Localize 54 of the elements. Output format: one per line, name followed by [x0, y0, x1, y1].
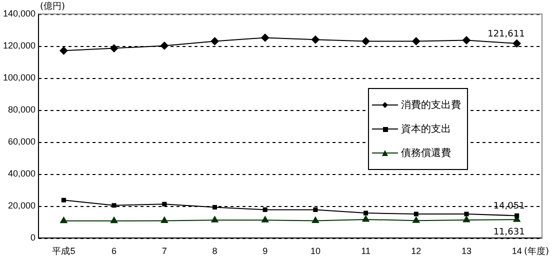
point [210, 37, 219, 46]
y-tick-label: 0 [30, 232, 36, 243]
legend-label: 資本的支出 [401, 122, 451, 136]
x-tick-label: 10 [310, 246, 320, 256]
point [362, 215, 370, 222]
point [462, 36, 470, 44]
x-tick-label: 平成5 [52, 246, 76, 256]
point [261, 34, 270, 42]
point [414, 212, 418, 216]
annotation: 11,631 [493, 228, 525, 238]
point [412, 216, 420, 223]
point [212, 205, 218, 210]
annotation: 121,611 [488, 29, 525, 40]
x-tick-label: 7 [162, 246, 167, 256]
point [262, 207, 268, 212]
x-tick-label: 9 [262, 246, 268, 256]
x-tick-label: 6 [112, 246, 117, 256]
point [110, 44, 118, 52]
point [160, 42, 168, 50]
text: (年度) [524, 246, 550, 258]
y-tick-label: 40,000 [8, 168, 36, 179]
y-tick-label: 60,000 [8, 136, 36, 147]
x-tick-label: 12 [411, 246, 422, 256]
point [211, 216, 218, 222]
y-tick-label: 100,000 [2, 72, 36, 83]
point [412, 37, 420, 46]
point [112, 203, 116, 208]
x-tick-label: 11 [361, 246, 370, 256]
legend-label: 消費的支出費 [401, 98, 461, 112]
x-tick-label: 13 [461, 246, 472, 256]
point [262, 216, 269, 222]
point [60, 46, 68, 55]
point [362, 37, 370, 46]
point [61, 198, 66, 202]
point [160, 216, 168, 223]
point [514, 213, 520, 218]
point [162, 202, 167, 206]
point [110, 216, 118, 224]
point [464, 212, 469, 216]
y-tick-label: 140,000 [2, 8, 36, 18]
x-tick-label: 14 [512, 246, 522, 256]
point [462, 216, 470, 222]
point [364, 210, 368, 216]
point [312, 216, 319, 223]
legend-label: 債務償還費 [401, 146, 451, 160]
point [512, 39, 521, 48]
y-tick-label: 20,000 [8, 200, 36, 211]
y-axis-title: (億円) [40, 0, 66, 13]
y-tick-label: 80,000 [8, 104, 36, 115]
point [313, 207, 318, 212]
y-tick-label: 120,000 [2, 40, 36, 51]
x-tick-label: 8 [212, 246, 218, 256]
point [311, 36, 320, 44]
point [60, 216, 68, 224]
